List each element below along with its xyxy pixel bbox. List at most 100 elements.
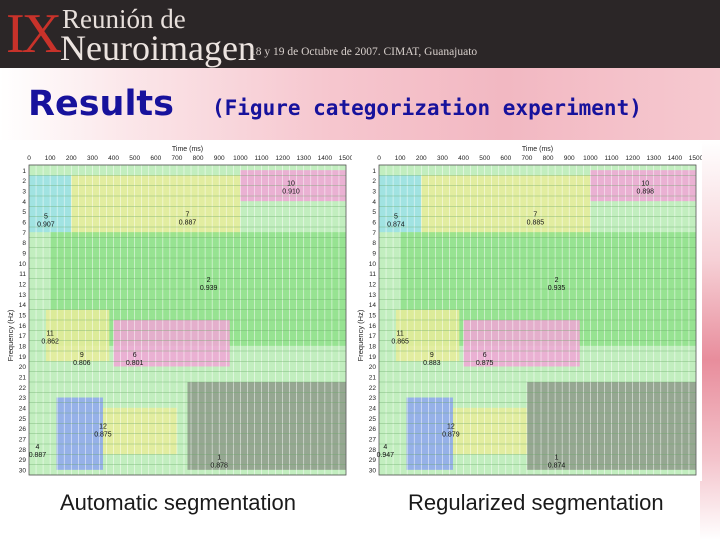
freq-tick-label: 27	[19, 436, 27, 443]
freq-tick-label: 24	[19, 405, 27, 412]
region-value-label: 0.907	[37, 222, 55, 229]
freq-tick-label: 14	[19, 302, 27, 309]
region-value-label: 0.874	[387, 222, 405, 229]
segment-region	[463, 320, 580, 367]
freq-tick-label: 9	[22, 250, 26, 257]
freq-tick-label: 13	[19, 292, 27, 299]
region-id-label: 6	[133, 352, 137, 359]
segment-region	[452, 407, 527, 455]
freq-tick-label: 15	[19, 312, 27, 319]
freq-tick-label: 17	[19, 333, 27, 340]
grid-frame	[28, 164, 347, 476]
region-value-label: 0.910	[282, 189, 300, 196]
segment-region	[113, 320, 230, 367]
banner-roman-numeral: IX	[6, 3, 62, 65]
region-value-label: 0.801	[126, 360, 144, 367]
region-value-label: 0.875	[476, 360, 494, 367]
time-tick-label: 700	[522, 155, 533, 162]
time-tick-label: 900	[564, 155, 575, 162]
freq-axis-label: Frequency (Hz)	[7, 309, 15, 361]
region-id-label: 7	[186, 212, 190, 219]
region-value-label: 0.935	[548, 285, 566, 292]
conference-banner: IX Reunión de Neuroimagen 18 y 19 de Oct…	[0, 0, 720, 68]
time-tick-label: 500	[479, 155, 490, 162]
banner-date-place: 18 y 19 de Octubre de 2007. CIMAT, Guana…	[250, 46, 478, 58]
freq-tick-label: 1	[372, 168, 376, 175]
time-tick-label: 100	[395, 155, 406, 162]
region-value-label: 0.887	[29, 452, 47, 459]
freq-tick-label: 15	[369, 312, 377, 319]
time-tick-label: 600	[500, 155, 511, 162]
freq-tick-label: 26	[19, 426, 27, 433]
region-id-label: 7	[533, 212, 537, 219]
region-id-label: 1	[555, 455, 559, 462]
time-tick-label: 1200	[625, 155, 640, 162]
freq-tick-label: 5	[22, 209, 26, 216]
time-axis-label: Time (ms)	[522, 146, 553, 153]
freq-tick-label: 11	[369, 271, 376, 278]
freq-tick-label: 8	[22, 240, 26, 247]
region-id-label: 2	[555, 277, 559, 284]
time-tick-label: 0	[27, 155, 31, 162]
freq-tick-label: 10	[369, 261, 377, 268]
freq-tick-label: 6	[372, 219, 376, 226]
title-strip	[0, 68, 720, 140]
time-tick-label: 1000	[583, 155, 598, 162]
segment-region	[45, 309, 110, 362]
freq-tick-label: 22	[19, 385, 27, 392]
freq-tick-label: 26	[369, 426, 377, 433]
time-tick-label: 200	[416, 155, 427, 162]
freq-tick-label: 12	[19, 281, 27, 288]
region-value-label: 0.865	[391, 339, 409, 346]
freq-tick-label: 19	[19, 354, 27, 361]
region-value-label: 0.885	[527, 220, 545, 227]
region-value-label: 0.806	[73, 360, 91, 367]
caption-automatic: Automatic segmentation	[60, 490, 297, 515]
time-tick-label: 800	[193, 155, 204, 162]
freq-tick-label: 2	[22, 178, 26, 185]
freq-tick-label: 10	[19, 261, 27, 268]
tf-map-regularized: Time (ms)0 100 200 300 400 500 600 700 800 900 100…	[357, 143, 702, 481]
freq-tick-label: 21	[19, 374, 27, 381]
region-id-label: 5	[44, 214, 48, 221]
freq-tick-label: 25	[369, 416, 377, 423]
time-tick-label: 1000	[233, 155, 248, 162]
region-id-label: 10	[641, 181, 649, 188]
freq-tick-label: 21	[369, 374, 377, 381]
region-value-label: 0.947	[377, 452, 395, 459]
freq-tick-label: 4	[372, 199, 376, 206]
time-tick-label: 1100	[254, 155, 268, 162]
freq-tick-label: 19	[369, 354, 377, 361]
region-value-label: 0.898	[637, 189, 655, 196]
time-tick-label: 300	[87, 155, 98, 162]
region-id-label: 11	[46, 331, 53, 338]
region-value-label: 0.875	[94, 432, 112, 439]
time-tick-label: 300	[437, 155, 448, 162]
region-value-label: 0.874	[548, 463, 566, 470]
regularized-segmentation-figure: Time (ms) 0 100 200 300 400 500 600 700 800 900 100…	[357, 143, 702, 481]
freq-tick-label: 18	[19, 343, 27, 350]
freq-tick-label: 8	[372, 240, 376, 247]
freq-tick-label: 6	[22, 219, 26, 226]
region-id-label: 2	[207, 277, 211, 284]
slide-subtitle: (Figure categorization experiment)	[212, 96, 642, 120]
banner-title-line2: Neuroimagen	[60, 28, 256, 68]
freq-tick-label: 30	[369, 467, 377, 474]
freq-tick-label: 23	[19, 395, 27, 402]
region-id-label: 4	[36, 444, 40, 451]
freq-tick-label: 29	[369, 457, 377, 464]
region-value-label: 0.879	[442, 432, 460, 439]
region-id-label: 6	[483, 352, 487, 359]
time-tick-label: 1400	[668, 155, 683, 162]
grid-frame	[378, 164, 697, 476]
freq-tick-label: 3	[372, 188, 376, 195]
freq-tick-label: 11	[19, 271, 26, 278]
caption-regularized: Regularized segmentation	[408, 490, 664, 515]
time-axis-label: Time (ms)	[172, 146, 203, 153]
freq-tick-label: 5	[372, 209, 376, 216]
time-tick-label: 900	[214, 155, 225, 162]
segment-region	[395, 309, 460, 362]
region-value-label: 0.939	[200, 285, 218, 292]
time-tick-label: 600	[150, 155, 161, 162]
